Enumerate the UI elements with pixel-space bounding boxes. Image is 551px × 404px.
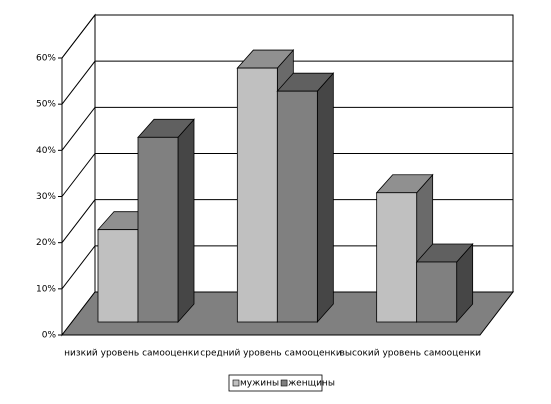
x-tick-label: средний уровень самооценки [200,349,342,359]
y-tick-label: 30% [36,192,56,202]
bar [137,136,179,323]
y-tick-label: 40% [36,146,56,156]
legend-box [228,374,323,392]
legend-label: женщины [288,379,335,389]
bar [236,67,278,323]
grid-line [61,106,513,151]
bar [97,229,139,323]
bar-side [177,118,195,324]
grid-line [61,199,513,243]
y-tick-label: 50% [36,100,56,110]
bar [276,90,318,323]
bar [416,261,458,323]
bar-side [316,72,334,324]
x-tick-label: низкий уровень самооценки [64,349,199,359]
y-tick-label: 0% [42,331,57,341]
y-tick-label: 60% [36,54,56,64]
y-tick-label: 10% [36,284,56,294]
grid-line [61,245,513,290]
x-tick-label: высокий уровень самооценки [340,349,482,359]
grid-line [61,60,513,105]
legend-swatch [280,379,288,387]
grid-line [61,14,513,59]
bar [376,192,418,323]
y-tick-label: 20% [36,238,56,248]
legend-swatch [232,379,240,387]
grid-line [61,153,513,197]
legend-label: мужины [240,379,279,389]
